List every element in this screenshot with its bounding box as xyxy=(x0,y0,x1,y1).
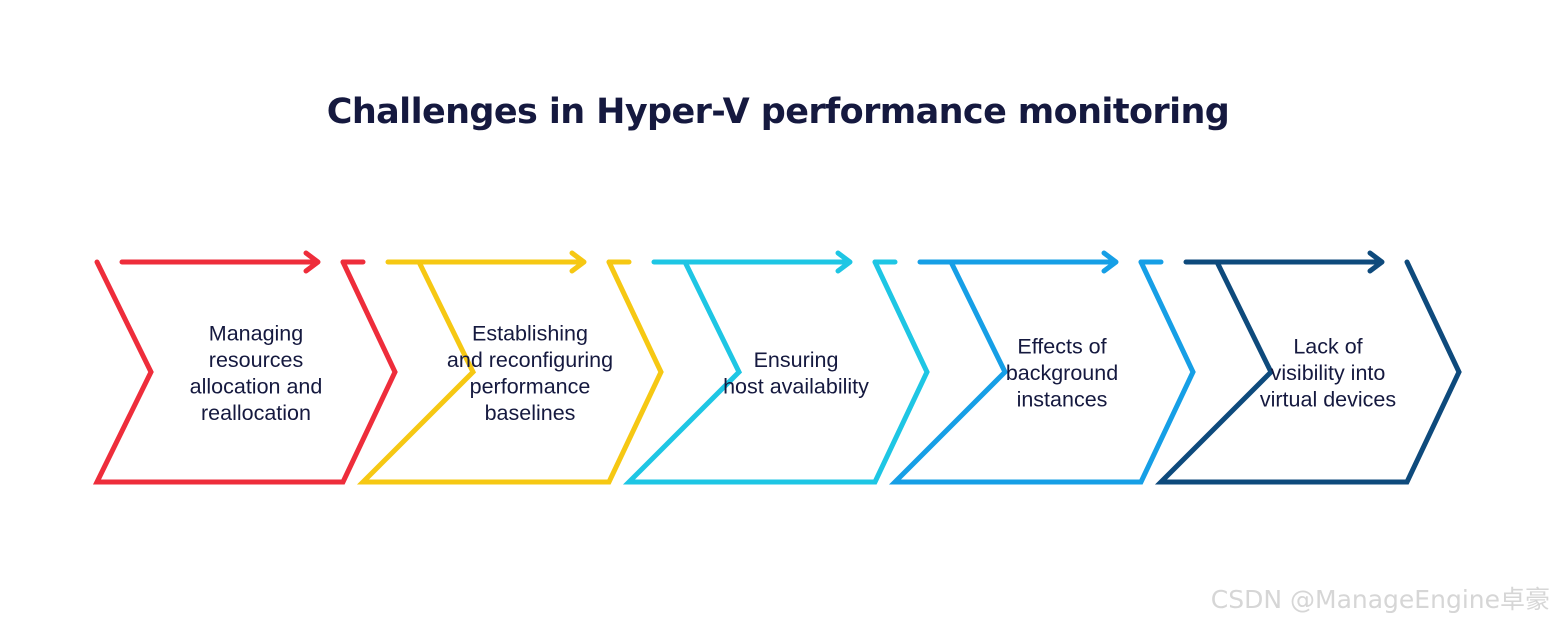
step-label-line: performance xyxy=(470,374,591,398)
step-label-line: Effects of xyxy=(1017,335,1106,359)
chevron-outline xyxy=(356,259,664,485)
step-label: Managing resources allocation and reallocat… xyxy=(190,321,323,425)
step-label-line: baselines xyxy=(485,401,576,425)
diagram-title: Challenges in Hyper-V performance monito… xyxy=(326,92,1230,132)
chevron-step-resources: Managing resources allocation and reallocat… xyxy=(92,250,398,485)
step-label: Ensuring host availability xyxy=(723,348,869,399)
step-label-line: allocation and xyxy=(190,374,323,398)
arrow-head-icon xyxy=(303,250,321,274)
chevron-outline xyxy=(622,259,930,485)
step-label-line: resources xyxy=(209,348,303,372)
arrow-head-icon xyxy=(1101,250,1119,274)
chevron-outline xyxy=(888,259,1196,485)
chevron-outline xyxy=(1154,259,1462,485)
step-label-line: instances xyxy=(1017,388,1108,412)
step-label-line: Establishing xyxy=(472,321,588,345)
step-label-line: Ensuring xyxy=(754,348,839,372)
chevron-outline xyxy=(92,259,398,485)
step-label-line: Managing xyxy=(209,321,303,345)
step-label-line: Lack of xyxy=(1293,335,1362,359)
step-label-line: and reconfiguring xyxy=(447,348,613,372)
chevron-step-visibility: Lack of visibility into virtual devices xyxy=(1154,250,1462,485)
arrow-head-icon xyxy=(569,250,587,274)
step-label-line: background xyxy=(1006,361,1118,385)
chevron-step-availability: Ensuring host availability xyxy=(622,250,930,485)
arrow-head-icon xyxy=(1367,250,1385,274)
step-label-line: reallocation xyxy=(201,401,311,425)
step-label-line: virtual devices xyxy=(1260,388,1396,412)
step-label: Lack of visibility into virtual devices xyxy=(1260,335,1396,412)
watermark: CSDN @ManageEngine卓豪 xyxy=(1210,585,1550,614)
step-label-line: visibility into xyxy=(1271,361,1386,385)
arrow-head-icon xyxy=(835,250,853,274)
step-label-line: host availability xyxy=(723,374,869,398)
step-label: Effects of background instances xyxy=(1006,335,1118,412)
step-label: Establishing and reconfiguring performance… xyxy=(447,321,613,425)
chevron-step-background: Effects of background instances xyxy=(888,250,1196,485)
chevron-step-baselines: Establishing and reconfiguring performance… xyxy=(356,250,664,485)
